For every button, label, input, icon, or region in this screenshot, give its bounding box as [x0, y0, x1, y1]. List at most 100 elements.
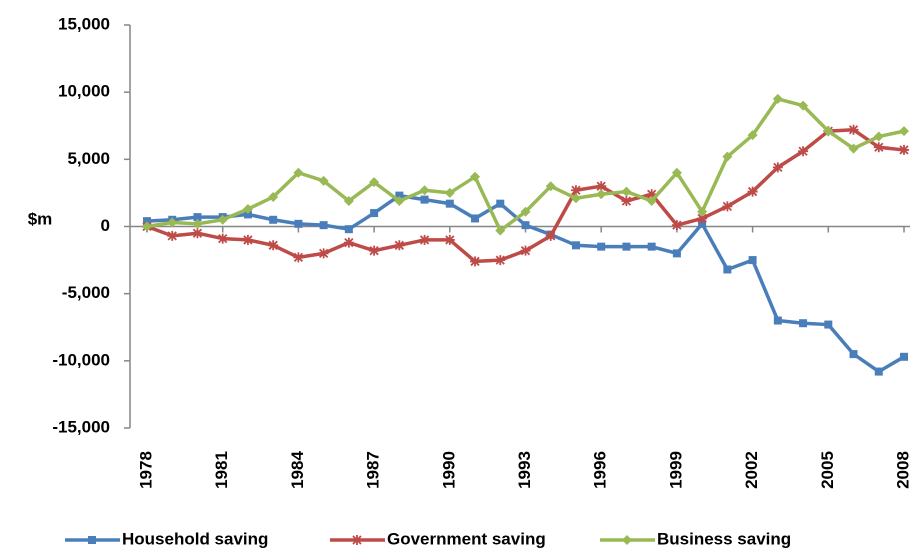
marker: [621, 195, 632, 206]
marker: [142, 221, 152, 232]
x-tick-label: 2005: [818, 451, 837, 489]
marker: [698, 219, 707, 228]
marker: [143, 217, 151, 226]
marker: [369, 245, 380, 256]
marker: [192, 218, 203, 229]
marker: [471, 214, 480, 223]
marker: [823, 126, 834, 137]
marker: [243, 210, 252, 219]
marker: [445, 199, 454, 208]
marker: [747, 186, 758, 197]
x-tick-label: 1984: [288, 451, 307, 489]
marker: [798, 100, 809, 111]
marker: [545, 230, 556, 241]
marker: [697, 206, 708, 217]
marker: [420, 195, 429, 204]
marker: [671, 220, 682, 231]
marker: [798, 146, 809, 157]
y-tick-label: 0: [101, 216, 110, 235]
legend-label: Household saving: [122, 529, 268, 548]
marker: [394, 195, 405, 206]
marker: [520, 206, 531, 217]
marker: [747, 130, 758, 141]
marker: [217, 214, 228, 225]
x-tick-label: 2002: [742, 451, 761, 489]
y-tick-label: -5,000: [62, 283, 110, 302]
marker: [824, 320, 833, 329]
marker: [444, 187, 455, 198]
marker: [193, 213, 202, 222]
marker: [723, 265, 732, 274]
marker: [444, 234, 455, 245]
marker: [343, 237, 354, 248]
marker: [899, 144, 909, 155]
legend-item: Household saving: [65, 529, 268, 548]
marker: [596, 189, 607, 200]
marker: [622, 535, 632, 545]
x-tick-label: 1993: [515, 451, 534, 489]
marker: [647, 242, 656, 251]
marker: [571, 241, 580, 250]
marker: [496, 199, 505, 208]
marker: [873, 131, 884, 142]
x-tick-label: 2008: [893, 451, 912, 489]
marker: [242, 234, 253, 245]
marker: [167, 230, 178, 241]
y-tick-label: -10,000: [52, 350, 110, 369]
marker: [570, 193, 581, 204]
y-tick-label: 15,000: [58, 14, 110, 33]
marker: [773, 316, 782, 325]
marker: [874, 367, 883, 376]
marker: [646, 195, 657, 206]
marker: [697, 213, 708, 224]
marker: [799, 319, 808, 328]
legend-item: Government saving: [330, 529, 546, 548]
marker: [722, 201, 733, 212]
y-tick-label: -15,000: [52, 417, 110, 436]
marker: [470, 256, 481, 267]
marker: [621, 186, 632, 197]
marker: [293, 167, 304, 178]
marker: [772, 162, 783, 173]
y-tick-label: 5,000: [67, 149, 110, 168]
marker: [167, 217, 178, 228]
marker: [344, 225, 353, 234]
marker: [318, 248, 329, 259]
marker: [369, 177, 380, 188]
marker: [900, 352, 908, 361]
y-tick-label: 10,000: [58, 82, 110, 101]
marker: [671, 167, 682, 178]
marker: [88, 536, 96, 544]
marker: [370, 209, 379, 218]
marker: [849, 350, 858, 359]
marker: [419, 185, 430, 196]
marker: [646, 189, 657, 200]
x-tick-label: 1981: [212, 451, 231, 489]
marker: [495, 225, 506, 236]
marker: [899, 126, 909, 137]
marker: [192, 228, 203, 239]
marker: [848, 124, 859, 135]
marker: [394, 240, 405, 251]
marker: [343, 195, 354, 206]
marker: [268, 191, 279, 202]
marker: [419, 234, 430, 245]
marker: [294, 219, 303, 228]
marker: [596, 181, 607, 192]
marker: [318, 175, 329, 186]
x-tick-label: 1996: [591, 451, 610, 489]
marker: [242, 204, 253, 215]
marker: [520, 245, 531, 256]
marker: [873, 142, 884, 153]
marker: [293, 252, 304, 263]
marker: [395, 191, 404, 200]
marker: [622, 242, 631, 251]
marker: [217, 233, 228, 244]
marker: [722, 151, 733, 162]
x-tick-label: 1999: [666, 451, 685, 489]
marker: [570, 185, 581, 196]
marker: [268, 240, 279, 251]
marker: [545, 181, 556, 192]
marker: [269, 215, 278, 224]
